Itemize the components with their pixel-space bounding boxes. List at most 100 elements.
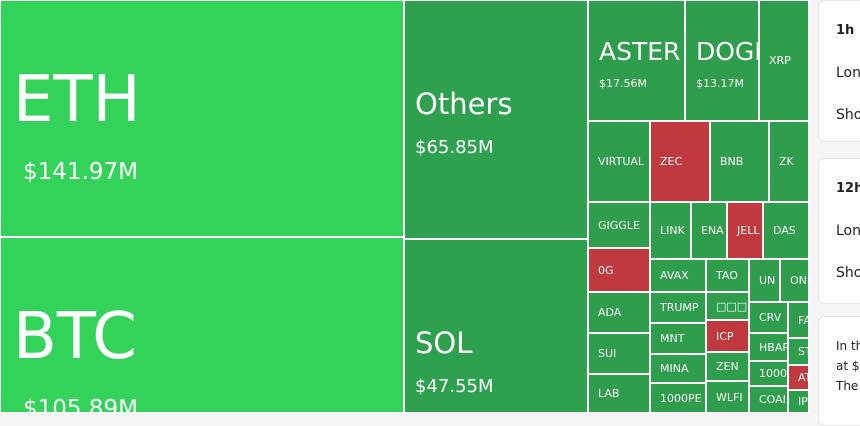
tile-label: XRP bbox=[769, 54, 791, 67]
tile[interactable]: ST bbox=[788, 338, 809, 365]
tile-label: VIRTUAL bbox=[598, 155, 645, 168]
tile-label: JELL bbox=[737, 224, 760, 237]
tile-label: MINA bbox=[660, 362, 689, 375]
tile-label: LINK bbox=[660, 224, 685, 237]
tile-label: ADA bbox=[598, 306, 622, 319]
card: 1h Lon Sho bbox=[818, 0, 860, 142]
tile-label: ETH bbox=[13, 63, 141, 137]
tile[interactable]: BNB bbox=[710, 121, 769, 202]
tile-label: SUI bbox=[598, 347, 617, 360]
tile[interactable]: AT bbox=[788, 365, 809, 390]
tile-label: GIGGLE bbox=[598, 218, 640, 232]
tile-label: ENA bbox=[701, 224, 724, 237]
tile-label: FA bbox=[798, 313, 808, 327]
card-title: 12h bbox=[836, 181, 860, 196]
tile-label: ICP bbox=[716, 329, 734, 343]
card-text: In th bbox=[836, 339, 860, 353]
tile-label: AT bbox=[798, 371, 808, 384]
tile-value: $47.55M bbox=[415, 376, 494, 397]
tile-label: ASTER bbox=[599, 37, 681, 66]
tile-label: AVAX bbox=[660, 269, 689, 282]
card-line[interactable]: Lon bbox=[836, 65, 860, 81]
card-line[interactable]: Sho bbox=[836, 107, 860, 123]
tile[interactable]: UN bbox=[749, 259, 780, 302]
tile-label: TRUMP bbox=[660, 301, 699, 314]
tile-label: ZEC bbox=[660, 155, 683, 168]
tile-label: HBAR bbox=[759, 340, 788, 354]
tile[interactable]: BTC $105.89M bbox=[0, 237, 404, 413]
tile-label: LAB bbox=[598, 387, 620, 400]
tile-label: UN bbox=[759, 274, 776, 287]
tile-label: DAS bbox=[773, 224, 796, 237]
tile[interactable]: □□□□ bbox=[706, 292, 749, 320]
tile-label: Others bbox=[415, 87, 513, 121]
tile[interactable]: ZEC bbox=[650, 121, 710, 202]
tile-value: $105.89M bbox=[23, 396, 138, 413]
tile[interactable]: SUI bbox=[588, 333, 650, 374]
tile-value: $13.17M bbox=[696, 77, 744, 90]
card-line[interactable]: Sho bbox=[836, 265, 860, 281]
tile-label: MNT bbox=[660, 332, 685, 345]
tile[interactable]: 1000 bbox=[749, 361, 788, 386]
tile-label: CRV bbox=[759, 311, 782, 324]
tile[interactable]: XRP bbox=[759, 0, 809, 121]
tile-value: $65.85M bbox=[415, 137, 494, 158]
tile[interactable]: CRV bbox=[749, 302, 788, 333]
tile[interactable]: 0G bbox=[588, 248, 650, 292]
tile[interactable]: ENA bbox=[691, 202, 727, 259]
tile-label: BTC bbox=[13, 300, 137, 374]
tile-label: ON bbox=[790, 274, 807, 287]
tile[interactable]: FA bbox=[788, 302, 809, 338]
card: In th at $ The bbox=[818, 316, 860, 426]
tile[interactable]: ON bbox=[780, 259, 809, 302]
tile[interactable]: COAI bbox=[749, 386, 788, 413]
tile-label: DOGE bbox=[696, 37, 758, 66]
card-text: The bbox=[836, 379, 859, 393]
tile[interactable]: JELL bbox=[727, 202, 763, 259]
tile[interactable]: SOL $47.55M bbox=[404, 239, 588, 413]
tile[interactable]: HBAR bbox=[749, 333, 788, 361]
tile-label: ZEN bbox=[716, 360, 739, 373]
tile[interactable]: WLFI bbox=[706, 381, 749, 413]
tile-label: IP bbox=[798, 395, 808, 408]
card-line[interactable]: Lon bbox=[836, 223, 860, 239]
tile-label: 0G bbox=[598, 263, 614, 277]
tile[interactable]: VIRTUAL bbox=[588, 121, 650, 202]
tile[interactable]: MINA bbox=[650, 354, 706, 383]
treemap: ETH $141.97M BTC $105.89M Others $65.85M SOL $4… bbox=[0, 0, 810, 413]
tile[interactable]: LINK bbox=[650, 202, 691, 259]
card: 12h Lon Sho bbox=[818, 158, 860, 304]
tile-label: ZK bbox=[779, 155, 794, 168]
card-title: 1h bbox=[836, 23, 855, 38]
tile[interactable]: TAO bbox=[706, 259, 749, 292]
tile[interactable]: DOGE $13.17M bbox=[685, 0, 759, 121]
tile-label: TAO bbox=[716, 269, 738, 282]
tile-label: WLFI bbox=[716, 390, 743, 404]
tile[interactable]: ADA bbox=[588, 292, 650, 333]
tile[interactable]: 1000PE bbox=[650, 383, 706, 413]
tile[interactable]: MNT bbox=[650, 323, 706, 354]
tile[interactable]: AVAX bbox=[650, 259, 706, 292]
tile[interactable]: GIGGLE bbox=[588, 202, 650, 248]
tile[interactable]: ZEN bbox=[706, 352, 749, 381]
tile[interactable]: Others $65.85M bbox=[404, 0, 588, 239]
tile[interactable]: ETH $141.97M bbox=[0, 0, 404, 237]
tile[interactable]: TRUMP bbox=[650, 292, 706, 323]
tile[interactable]: LAB bbox=[588, 374, 650, 413]
tile-label: COAI bbox=[759, 393, 786, 406]
tile-value: $141.97M bbox=[23, 159, 138, 185]
tile[interactable]: DAS bbox=[763, 202, 809, 259]
card-text: at $ bbox=[836, 359, 860, 373]
tile-label: ST bbox=[798, 345, 808, 358]
tile[interactable]: ASTER $17.56M bbox=[588, 0, 685, 121]
tile-label: 1000 bbox=[759, 367, 787, 380]
tile-label: SOL bbox=[415, 326, 473, 360]
tile-label: 1000PE bbox=[660, 391, 702, 405]
tile-label: □□□□ bbox=[716, 299, 748, 313]
tile-label: BNB bbox=[720, 155, 744, 168]
tile[interactable]: IP bbox=[788, 390, 809, 413]
tile-value: $17.56M bbox=[599, 77, 647, 90]
tile[interactable]: ICP bbox=[706, 320, 749, 352]
tile[interactable]: ZK bbox=[769, 121, 809, 202]
